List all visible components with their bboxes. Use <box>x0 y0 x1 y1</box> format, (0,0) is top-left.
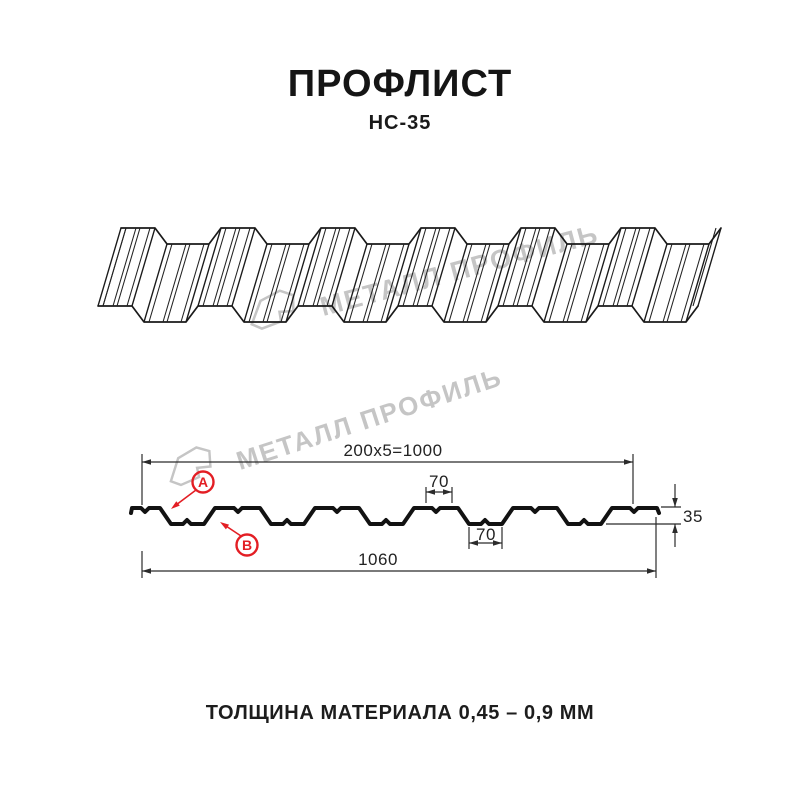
profile-3d-view <box>97 227 722 323</box>
dimension-lines <box>141 454 681 578</box>
callout-b-circle <box>235 533 259 557</box>
dim-height: 35 <box>683 507 703 526</box>
dimension-labels: 200x5=1000 70 70 35 1060 <box>343 441 702 569</box>
callout-annotations: А В <box>171 470 259 557</box>
dim-crest-top-width: 70 <box>429 472 449 491</box>
callout-b-arrow-line <box>225 525 242 537</box>
profile-cross-section <box>129 506 661 526</box>
thickness-note: ТОЛЩИНА МАТЕРИАЛА 0,45 – 0,9 ММ <box>205 702 595 724</box>
page-title: ПРОФЛИСТ <box>287 63 513 105</box>
callout-arrowheads <box>171 501 230 530</box>
callout-a-label: А <box>198 474 208 490</box>
callout-a-arrow-line <box>175 489 197 506</box>
dim-useful-width: 200x5=1000 <box>343 441 442 460</box>
dim-full-width: 1060 <box>358 550 398 569</box>
profile-code: НС-35 <box>368 112 432 134</box>
callout-b-label: В <box>242 537 252 553</box>
dim-valley-width: 70 <box>476 525 496 544</box>
